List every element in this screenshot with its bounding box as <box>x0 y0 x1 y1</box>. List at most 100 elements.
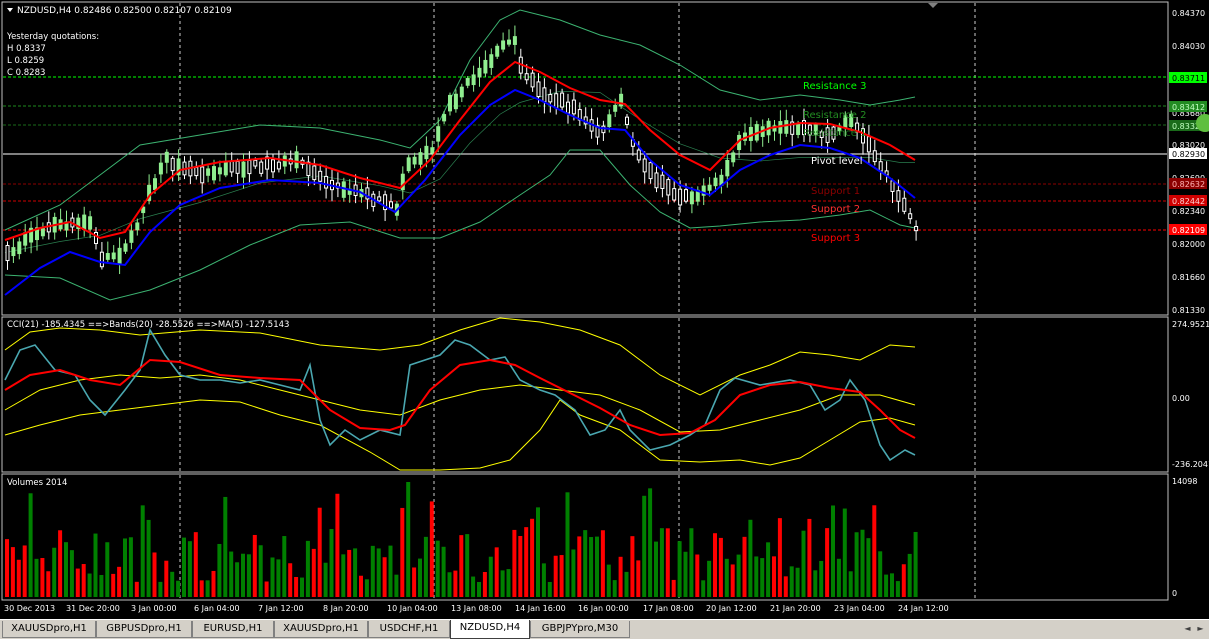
tab-gbpusdpro-h1[interactable]: GBPUSDpro,H1 <box>96 621 192 638</box>
volume-bar <box>199 580 204 597</box>
candle-body <box>253 159 258 167</box>
candle-body <box>796 123 801 136</box>
candle-body <box>312 165 317 181</box>
candle-body <box>271 159 275 173</box>
volume-bar <box>907 553 912 597</box>
volume-bar <box>382 557 387 597</box>
candle-body <box>507 39 511 45</box>
candle-body <box>619 93 624 107</box>
volume-bar <box>500 570 505 597</box>
volume-bar <box>530 518 535 597</box>
volume-bar <box>441 546 446 597</box>
s1-price-tag <box>1169 178 1207 189</box>
candle-body <box>866 136 871 153</box>
volume-bar <box>718 537 723 597</box>
candle-body <box>772 125 777 132</box>
time-tick: 24 Jan 12:00 <box>898 604 949 613</box>
tab-xauusdpro-h1-2[interactable]: XAUUSDpro,H1 <box>274 621 368 638</box>
tab-xauusdpro-h1[interactable]: XAUUSDpro,H1 <box>2 621 96 638</box>
shift-marker-icon[interactable] <box>928 3 938 8</box>
volume-bar <box>577 536 582 597</box>
volume-bar <box>99 575 104 597</box>
volume-bar <box>246 554 251 597</box>
volume-bar <box>777 518 782 597</box>
volume-axis-max: 14098 <box>1172 477 1197 486</box>
volume-bar <box>146 519 151 597</box>
candle-body <box>176 158 181 176</box>
candle-body <box>153 178 157 190</box>
volume-bar <box>506 569 511 597</box>
quotes-high: H 0.8337 <box>7 44 46 54</box>
volume-bar <box>406 482 411 597</box>
volume-bar <box>205 580 210 597</box>
volume-bar <box>813 570 818 597</box>
candle-body <box>76 217 81 230</box>
candle-body <box>117 247 122 264</box>
volume-bar <box>559 555 564 597</box>
candle-body <box>436 126 441 142</box>
volume-axis-zero: 0 <box>1172 589 1177 598</box>
volume-bar <box>583 530 588 597</box>
volume-bar <box>518 535 523 597</box>
cci-axis-top: 274.9521 <box>1172 320 1209 329</box>
tab-scroll-right-icon[interactable]: ► <box>1197 624 1204 633</box>
time-tick: 8 Jan 20:00 <box>323 604 369 613</box>
cci-line <box>4 327 916 462</box>
volume-bar <box>34 558 39 597</box>
candle-body <box>601 125 606 134</box>
volume-bar <box>140 505 145 597</box>
candle-body <box>200 166 205 184</box>
candle-body <box>442 114 447 122</box>
volume-bar <box>807 518 812 597</box>
time-tick: 17 Jan 08:00 <box>643 604 694 613</box>
candle-body <box>453 93 458 110</box>
tab-usdchf-h1[interactable]: USDCHF,H1 <box>368 621 450 638</box>
candle-body <box>512 36 517 45</box>
volume-bar <box>895 581 900 597</box>
volume-bar <box>87 573 92 597</box>
volume-bar <box>93 533 98 597</box>
price-tick: 0.82000 <box>1172 240 1205 249</box>
volume-bar <box>152 552 157 597</box>
candle-body <box>571 99 576 115</box>
volume-bar <box>329 529 334 597</box>
volume-bar <box>589 537 594 597</box>
candle-body <box>802 120 806 136</box>
candle-body <box>105 253 110 260</box>
candle-body <box>689 191 694 205</box>
candle-body <box>5 244 10 262</box>
volume-bar <box>81 564 86 597</box>
volume-bar <box>606 564 611 597</box>
tab-eurusd-h1[interactable]: EURUSD,H1 <box>192 621 274 638</box>
tab-nzdusd-h4[interactable]: NZDUSD,H4 <box>450 620 530 639</box>
candle-body <box>412 156 417 165</box>
candle-body <box>890 180 895 192</box>
candle-body <box>666 179 671 196</box>
volume-bar <box>494 547 499 597</box>
candle-body <box>123 243 128 252</box>
candle-body <box>713 177 718 187</box>
time-tick: 31 Dec 20:00 <box>66 604 120 613</box>
candle-body <box>902 197 907 212</box>
volume-bar <box>335 493 340 597</box>
volume-bar <box>300 577 304 597</box>
candle-body <box>831 126 836 140</box>
volume-bar <box>736 554 741 597</box>
volume-bar <box>630 536 635 597</box>
volume-bar <box>783 576 788 597</box>
tab-scroll-left-icon[interactable]: ◄ <box>1184 624 1191 633</box>
dropdown-triangle-icon[interactable] <box>7 8 13 12</box>
tab-gbpjpypro-m30[interactable]: GBPJPYpro,M30 <box>530 621 630 638</box>
volume-bar <box>5 539 9 597</box>
volume-bar <box>683 551 688 597</box>
volume-bar <box>264 581 269 597</box>
candle-body <box>501 40 506 50</box>
chart-area[interactable]: NZDUSD,H4 0.82486 0.82500 0.82107 0.8210… <box>0 0 1209 619</box>
candle-body <box>212 166 216 181</box>
s2-price-value: 0.82442 <box>1172 197 1205 206</box>
volume-bar <box>211 570 216 597</box>
bollinger-upper-line <box>4 9 916 231</box>
volume-bar <box>111 573 116 597</box>
candle-body <box>701 185 706 196</box>
support-2-label: Support 2 <box>811 204 860 215</box>
